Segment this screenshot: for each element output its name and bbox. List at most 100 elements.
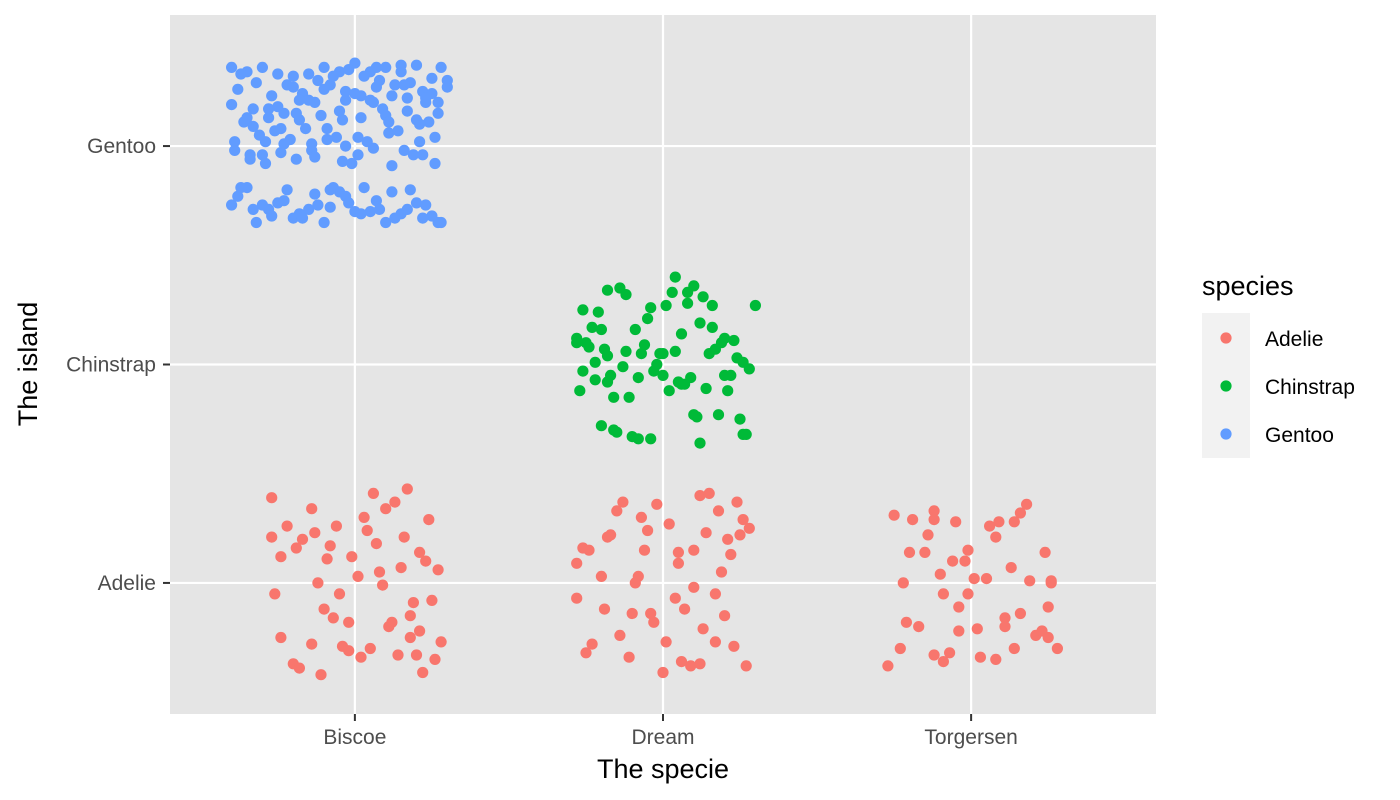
point-chinstrap-6 (645, 302, 657, 314)
point-adelie-116 (968, 573, 980, 585)
point-chinstrap-51 (679, 378, 691, 390)
axes: Biscoe Dream Torgersen Adelie Chinstrap Gento… (66, 135, 1018, 749)
point-gentoo-147 (324, 184, 336, 196)
point-gentoo-6 (318, 61, 330, 73)
point-gentoo-145 (401, 105, 413, 117)
point-adelie-61 (663, 518, 675, 530)
point-adelie-68 (595, 570, 608, 583)
point-chinstrap-56 (740, 428, 752, 440)
point-adelie-46 (370, 538, 382, 550)
point-gentoo-126 (429, 131, 441, 143)
point-adelie-155 (934, 568, 946, 580)
point-chinstrap-65 (608, 424, 620, 436)
point-chinstrap-48 (642, 313, 654, 325)
point-gentoo-122 (367, 96, 379, 108)
point-gentoo-115 (259, 157, 272, 170)
point-chinstrap-64 (737, 356, 749, 368)
point-adelie-6 (358, 511, 370, 523)
point-chinstrap-3 (608, 391, 620, 403)
point-adelie-49 (333, 588, 346, 600)
point-adelie-79 (623, 651, 635, 663)
point-adelie-32 (377, 579, 389, 591)
point-adelie-2 (296, 533, 309, 545)
point-adelie-18 (367, 487, 379, 499)
point-adelie-29 (392, 649, 404, 661)
point-adelie-69 (611, 505, 623, 517)
point-gentoo-40 (398, 144, 410, 156)
point-chinstrap-44 (592, 306, 604, 318)
point-adelie-42 (404, 631, 416, 644)
point-gentoo-124 (398, 79, 410, 91)
point-gentoo-33 (290, 153, 302, 165)
legend-key-adelie (1220, 332, 1232, 344)
point-adelie-124 (913, 621, 925, 633)
point-adelie-72 (657, 666, 669, 679)
point-gentoo-132 (312, 199, 324, 211)
point-gentoo-136 (373, 203, 386, 215)
point-chinstrap-25 (700, 382, 712, 395)
point-gentoo-128 (250, 216, 262, 229)
point-adelie-137 (1024, 575, 1036, 587)
point-gentoo-75 (300, 123, 312, 135)
point-chinstrap-22 (663, 385, 675, 397)
point-adelie-36 (417, 666, 429, 679)
point-gentoo-92 (355, 208, 367, 220)
point-gentoo-58 (250, 77, 262, 89)
point-gentoo-104 (318, 83, 330, 95)
point-gentoo-37 (352, 131, 364, 143)
point-adelie-92 (638, 544, 651, 556)
point-gentoo-57 (235, 68, 247, 80)
point-gentoo-3 (272, 68, 284, 80)
point-adelie-75 (703, 487, 715, 499)
point-adelie-110 (990, 653, 1002, 666)
point-gentoo-130 (281, 184, 293, 196)
point-adelie-43 (318, 603, 330, 615)
point-gentoo-144 (370, 61, 382, 73)
point-gentoo-150 (293, 94, 305, 106)
point-chinstrap-59 (620, 289, 632, 301)
point-adelie-48 (266, 531, 278, 543)
point-adelie-122 (882, 660, 894, 672)
point-gentoo-135 (358, 182, 370, 194)
point-adelie-90 (672, 557, 685, 569)
scatter-points (226, 57, 1063, 681)
point-gentoo-32 (275, 147, 287, 159)
point-adelie-130 (1005, 562, 1017, 574)
point-chinstrap-58 (595, 323, 608, 336)
point-gentoo-22 (340, 94, 352, 106)
point-adelie-105 (688, 544, 700, 556)
point-adelie-145 (919, 546, 931, 559)
point-gentoo-137 (389, 212, 401, 224)
point-gentoo-83 (423, 116, 435, 128)
point-chinstrap-50 (666, 286, 678, 298)
point-gentoo-120 (336, 114, 349, 126)
point-gentoo-129 (266, 210, 278, 222)
legend-label-adelie: Adelie (1265, 328, 1323, 351)
point-chinstrap-60 (645, 433, 657, 445)
point-chinstrap-62 (694, 437, 706, 449)
point-adelie-84 (697, 623, 709, 635)
point-adelie-89 (614, 629, 626, 642)
point-gentoo-127 (235, 182, 247, 194)
point-adelie-45 (293, 662, 305, 674)
point-chinstrap-55 (728, 334, 740, 347)
point-adelie-108 (1014, 607, 1026, 620)
point-adelie-11 (435, 636, 447, 648)
point-adelie-136 (980, 573, 993, 585)
point-gentoo-119 (321, 133, 333, 146)
point-gentoo-153 (263, 103, 275, 115)
point-chinstrap-68 (657, 369, 669, 381)
point-gentoo-93 (370, 195, 382, 207)
point-adelie-3 (312, 577, 324, 589)
point-chinstrap-16 (589, 356, 601, 368)
point-gentoo-55 (410, 197, 423, 209)
point-adelie-7 (373, 566, 386, 578)
point-adelie-126 (944, 647, 956, 659)
point-adelie-148 (950, 516, 962, 528)
y-axis-title: The island (13, 302, 43, 427)
point-adelie-28 (324, 540, 336, 552)
point-adelie-52 (309, 527, 321, 539)
x-tick-label-dream: Dream (631, 726, 694, 749)
point-gentoo-41 (414, 136, 426, 148)
